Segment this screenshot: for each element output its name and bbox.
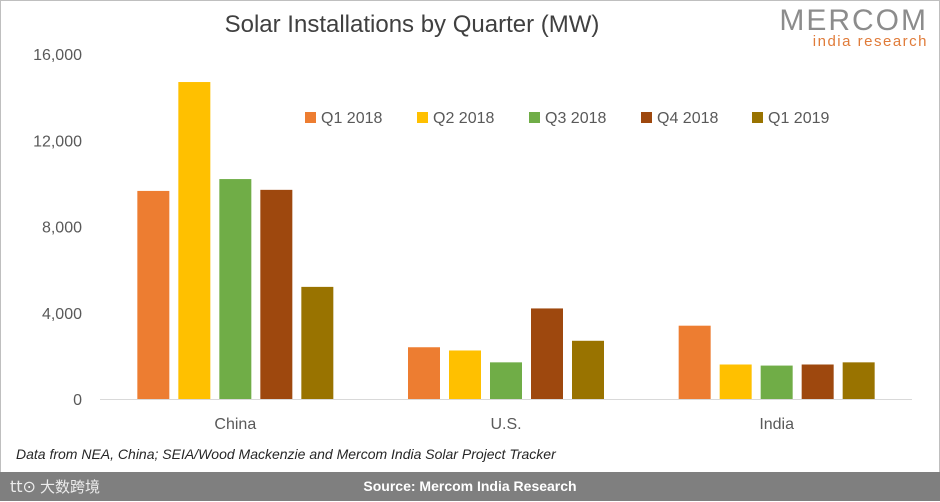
legend-swatch xyxy=(417,112,428,123)
bar-india-q3-2018 xyxy=(760,365,793,399)
logo-sub-text: india research xyxy=(812,33,928,50)
bar-china-q1-2018 xyxy=(137,190,170,399)
legend: Q1 2018 Q2 2018 Q3 2018 Q4 2018 Q1 2019 xyxy=(305,110,829,127)
bar-us-q2-2018 xyxy=(449,350,481,399)
bar-india-q1-2018 xyxy=(678,325,711,399)
data-source-note: Data from NEA, China; SEIA/Wood Mackenzi… xyxy=(16,446,556,462)
legend-swatch xyxy=(305,112,316,123)
y-tick-label: 4,000 xyxy=(42,306,82,323)
legend-label: Q1 2018 xyxy=(321,110,382,127)
watermark: tt⊙ 大数跨境 xyxy=(10,472,100,502)
bar-china-q4-2018 xyxy=(260,189,293,399)
legend-swatch xyxy=(641,112,652,123)
y-tick-label: 16,000 xyxy=(33,47,82,64)
bar-india-q2-2018 xyxy=(719,364,752,399)
x-category-label: India xyxy=(759,416,794,433)
mercom-logo: MERCOM india research xyxy=(779,4,928,50)
y-tick-label: 8,000 xyxy=(42,220,82,237)
y-tick-label: 0 xyxy=(73,392,82,409)
bar-india-q4-2018 xyxy=(801,364,834,399)
y-tick-label: 12,000 xyxy=(33,133,82,150)
legend-label: Q4 2018 xyxy=(657,110,718,127)
legend-swatch xyxy=(529,112,540,123)
watermark-logo-icon: tt⊙ xyxy=(10,477,36,496)
legend-label: Q3 2018 xyxy=(545,110,606,127)
bars xyxy=(137,82,875,399)
footer-bar: Source: Mercom India Research tt⊙ 大数跨境 xyxy=(0,472,940,501)
source-caption: Source: Mercom India Research xyxy=(363,478,577,494)
logo-main-text: MERCOM xyxy=(779,4,928,37)
bar-india-q1-2019 xyxy=(842,362,875,399)
bar-china-q2-2018 xyxy=(178,82,211,399)
legend-label: Q1 2019 xyxy=(768,110,829,127)
bar-china-q3-2018 xyxy=(219,179,252,399)
bar-china-q1-2019 xyxy=(301,286,334,399)
watermark-text: 大数跨境 xyxy=(39,479,100,496)
y-axis: 0 4,000 8,000 12,000 16,000 xyxy=(33,47,82,409)
x-axis: China U.S. India xyxy=(214,416,794,433)
x-category-label: U.S. xyxy=(490,416,521,433)
bar-us-q1-2018 xyxy=(408,347,440,399)
bar-us-q4-2018 xyxy=(531,308,563,399)
bar-us-q1-2019 xyxy=(572,340,604,399)
chart-title: Solar Installations by Quarter (MW) xyxy=(225,11,600,38)
x-category-label: China xyxy=(214,416,256,433)
bar-us-q3-2018 xyxy=(490,362,522,399)
legend-swatch xyxy=(752,112,763,123)
legend-label: Q2 2018 xyxy=(433,110,494,127)
